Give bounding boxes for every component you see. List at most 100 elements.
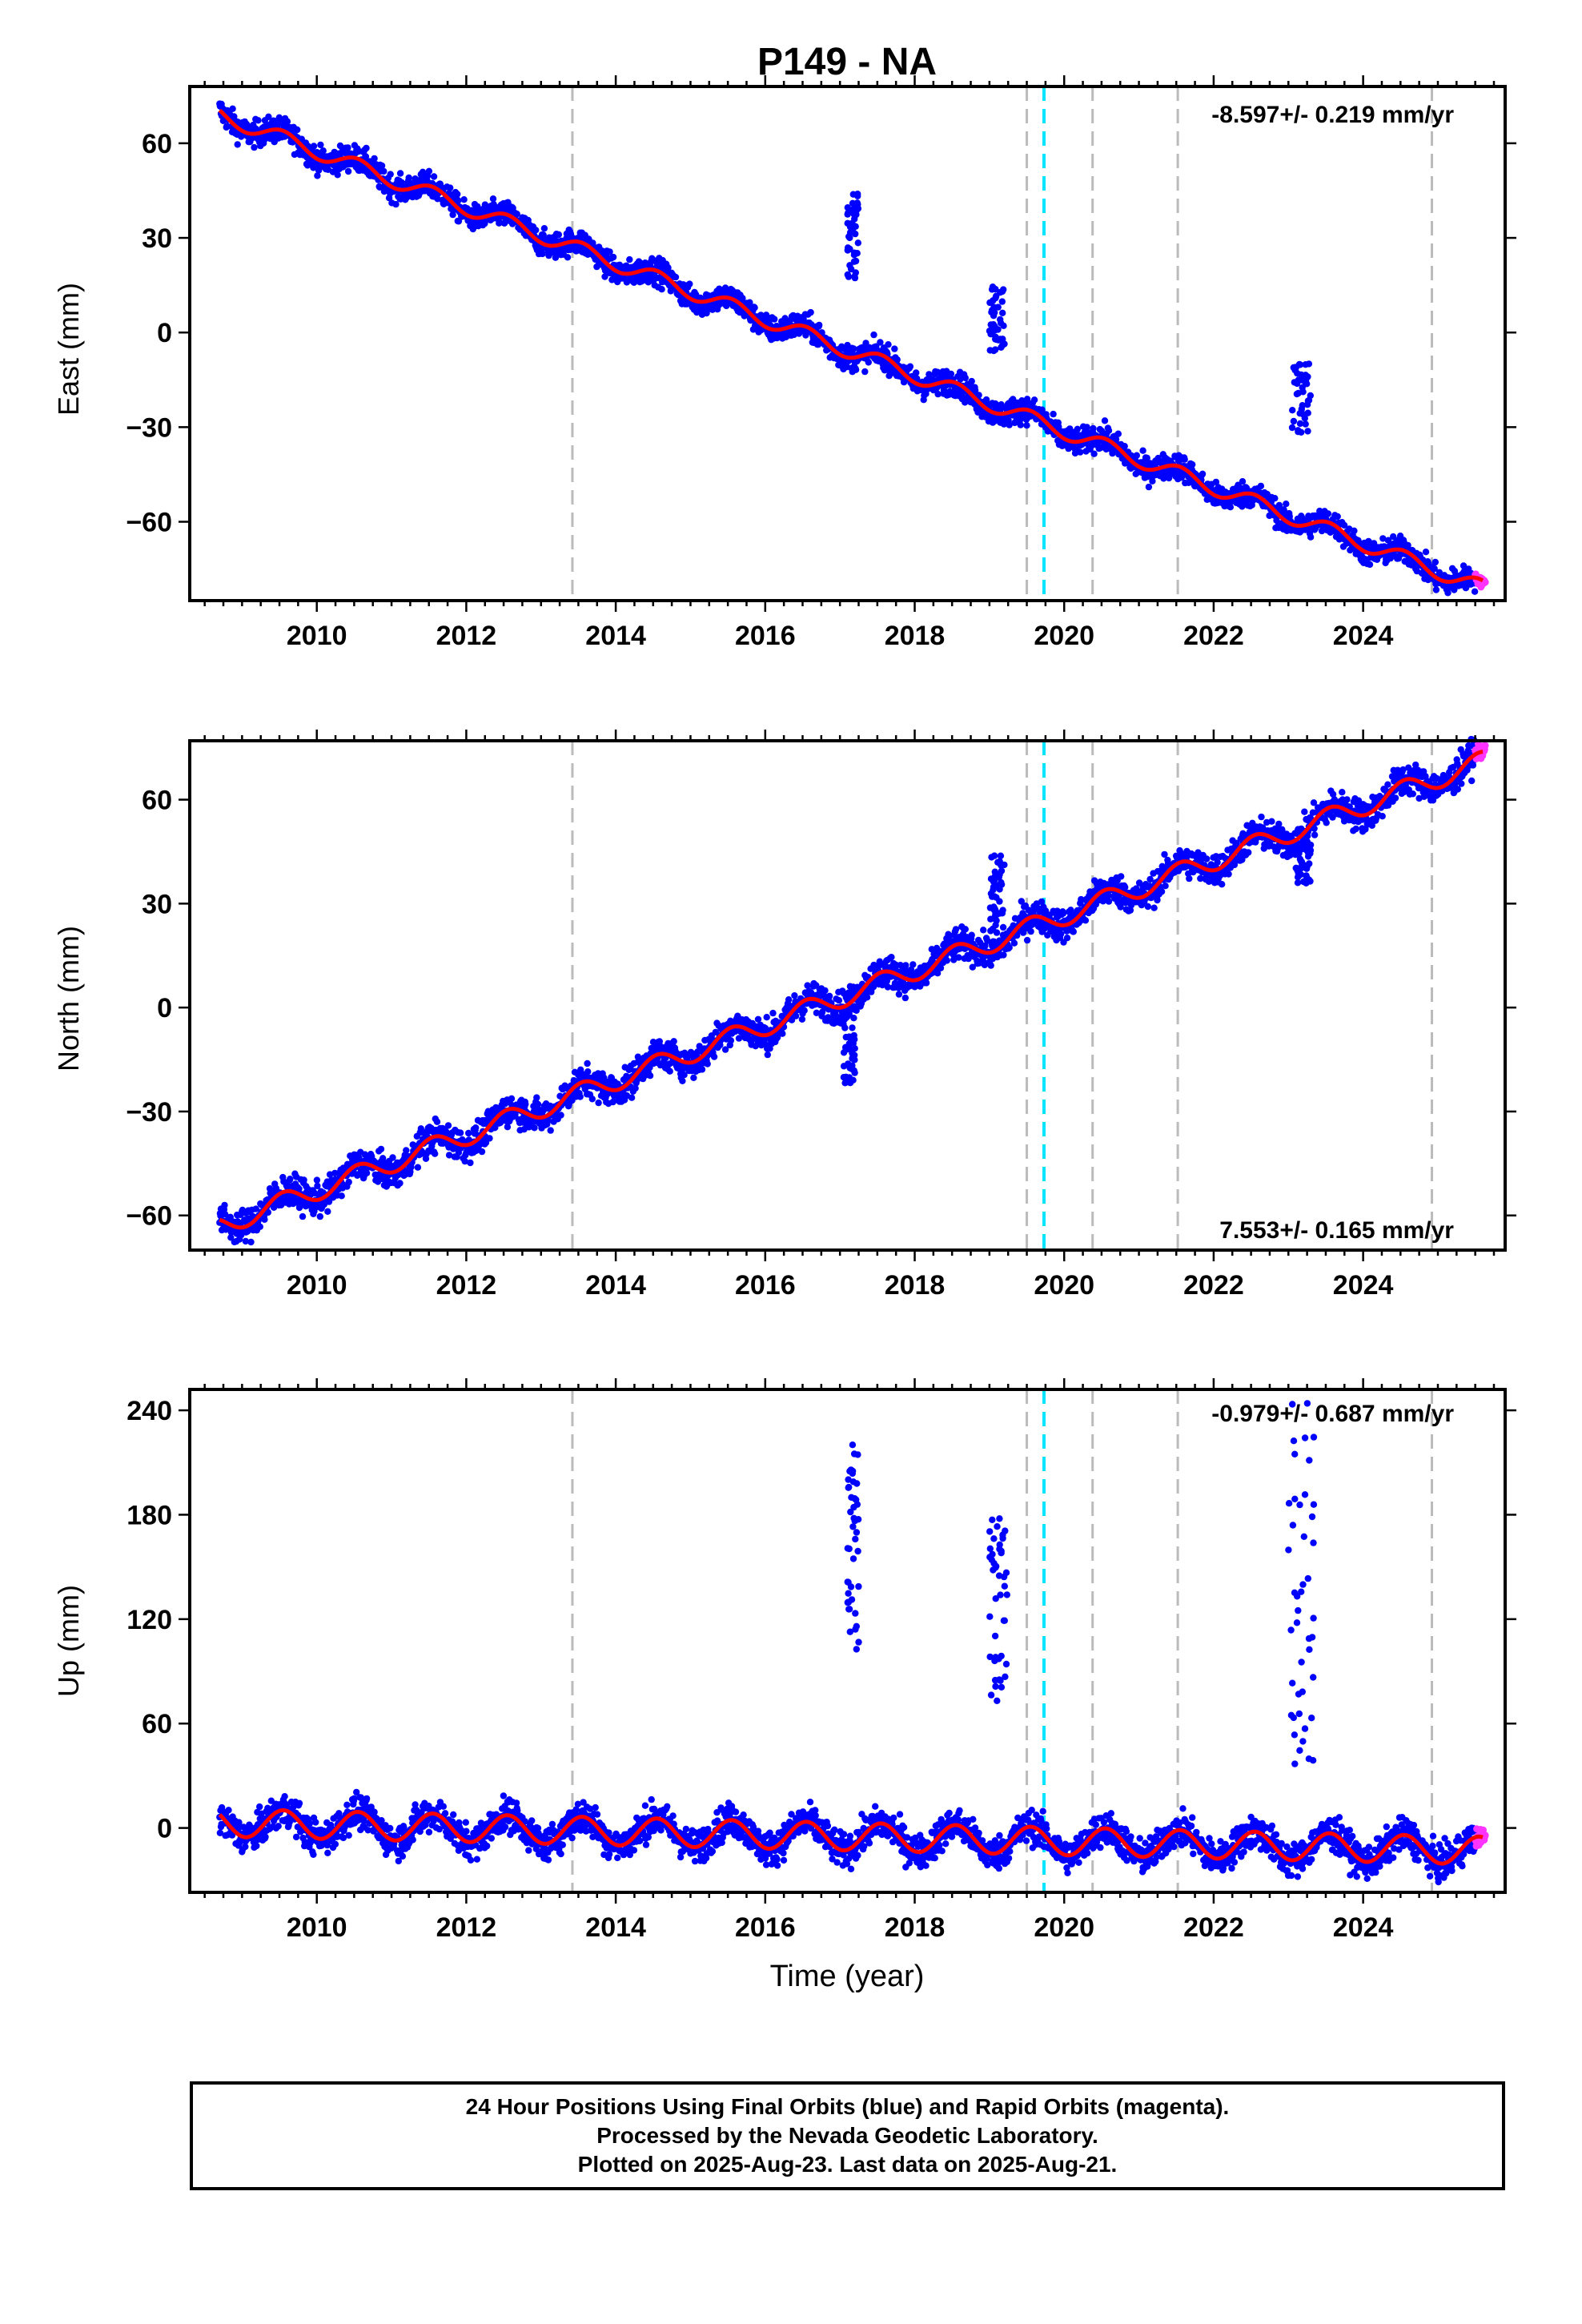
east-final-orbit-point [449, 211, 456, 219]
east-outlier-point [1296, 361, 1304, 368]
north-final-orbit-point [247, 1238, 255, 1246]
east-outlier-point [990, 321, 998, 328]
north-panel: 2010 2012 2014 2016 2018 2020 2022 202460300−30… [52, 730, 1516, 1301]
north-final-orbit-point [804, 982, 811, 989]
east-final-orbit-point [387, 171, 394, 178]
east-outlier-point [1298, 405, 1306, 413]
east-final-orbit-point [816, 321, 823, 329]
east-final-orbit-point [425, 167, 433, 175]
north-final-orbit-point [679, 1077, 686, 1085]
east-final-orbit-point [1271, 495, 1279, 502]
east-outlier-point [1298, 376, 1306, 384]
north-final-orbit-point [704, 1060, 711, 1068]
east-outlier-point [990, 304, 998, 311]
east-final-orbit-point [852, 366, 860, 373]
north-final-orbit-point [432, 1150, 439, 1157]
east-final-orbit-point [540, 231, 547, 239]
east-final-orbit-point [1422, 549, 1430, 556]
north-final-orbit-point [698, 1066, 706, 1073]
east-final-orbit-point [962, 374, 970, 382]
east-final-orbit-point [378, 162, 386, 170]
north-final-orbit-point [433, 1118, 441, 1126]
east-outlier-point [844, 211, 851, 218]
east-outlier-point [1000, 286, 1007, 293]
north-final-orbit-point [261, 1216, 268, 1224]
east-x-tick-label: 2022 [1183, 621, 1244, 651]
north-final-orbit-point [628, 1094, 636, 1101]
north-final-orbit-point [345, 1178, 352, 1186]
north-final-orbit-point [798, 1015, 806, 1023]
north-final-orbit-point [478, 1148, 486, 1156]
east-outlier-point [997, 316, 1004, 324]
east-final-orbit-point [344, 167, 352, 175]
north-final-orbit-point [467, 1159, 474, 1167]
east-final-orbit-point [1181, 456, 1188, 463]
east-x-tick-label: 2012 [436, 621, 497, 651]
north-final-orbit-point [547, 1127, 554, 1134]
north-final-orbit-point [533, 1094, 540, 1101]
north-final-orbit-point [324, 1208, 331, 1216]
north-final-orbit-point [835, 997, 843, 1004]
east-final-orbit-point [913, 369, 920, 376]
east-y-tick-label: 60 [142, 129, 172, 159]
east-outlier-point [854, 239, 862, 247]
east-outlier-point [990, 297, 997, 304]
east-final-orbit-point [1077, 448, 1084, 456]
east-final-orbit-point [1471, 588, 1479, 595]
east-final-orbit-point [606, 248, 613, 255]
east-x-tick-label: 2014 [585, 621, 646, 651]
east-final-orbit-point [1307, 533, 1315, 541]
north-final-orbit-point [338, 1192, 345, 1200]
east-outlier-point [998, 344, 1005, 351]
north-final-orbit-point [316, 1212, 323, 1220]
north-final-orbit-point [396, 1180, 404, 1187]
east-final-orbit-point [392, 200, 400, 208]
east-final-orbit-point [1145, 483, 1153, 491]
north-final-orbit-point [821, 987, 829, 995]
east-final-orbit-point [870, 331, 877, 339]
east-final-orbit-point [807, 308, 814, 316]
north-final-orbit-points [216, 735, 1479, 1246]
east-final-orbit-point [658, 286, 665, 293]
east-final-orbit-point [540, 225, 548, 232]
east-final-orbit-point [251, 143, 258, 151]
east-outlier-point [990, 347, 998, 355]
north-final-orbit-point [576, 1093, 584, 1100]
east-ylabel: East (mm) [52, 283, 85, 416]
north-final-orbit-point [987, 962, 994, 969]
east-final-orbit-point [665, 264, 672, 271]
east-final-orbit-point [1431, 558, 1439, 566]
east-final-orbit-point [1189, 460, 1196, 468]
east-final-orbit-point [1133, 452, 1141, 459]
east-final-orbit-point [234, 141, 241, 148]
east-final-orbit-point [1334, 513, 1341, 521]
east-final-orbit-point [1090, 424, 1097, 432]
north-final-orbit-point [444, 1122, 452, 1129]
north-final-orbit-point [531, 1124, 538, 1132]
north-final-orbit-point [1000, 951, 1007, 959]
east-outlier-point [1288, 424, 1296, 432]
north-final-orbit-point [764, 1051, 771, 1059]
east-final-orbit-point [589, 239, 596, 247]
east-final-orbit-point [1199, 470, 1207, 477]
east-final-orbit-point [310, 143, 318, 150]
east-final-orbit-point [1139, 447, 1146, 454]
east-outlier-point [850, 211, 857, 218]
east-final-orbit-point [626, 255, 633, 263]
east-final-orbit-point [363, 144, 370, 152]
north-final-orbit-point [943, 957, 951, 964]
east-final-orbit-point [539, 250, 546, 258]
east-final-orbit-point [319, 147, 327, 155]
east-final-orbit-point [885, 341, 892, 348]
east-plot-area: 2010 2012 2014 2016 2018 2020 2022 202460300−30… [126, 75, 1516, 651]
north-final-orbit-point [508, 1095, 516, 1103]
east-final-orbit-point [555, 231, 562, 239]
east-final-orbit-point [1114, 430, 1122, 437]
north-final-orbit-point [1023, 936, 1031, 944]
east-final-orbit-point [229, 105, 236, 112]
north-final-orbit-point [221, 1201, 228, 1209]
north-final-orbit-point [922, 979, 930, 987]
east-final-orbit-point [447, 184, 454, 191]
east-final-orbit-point [1283, 501, 1290, 508]
east-final-orbit-point [481, 201, 489, 208]
